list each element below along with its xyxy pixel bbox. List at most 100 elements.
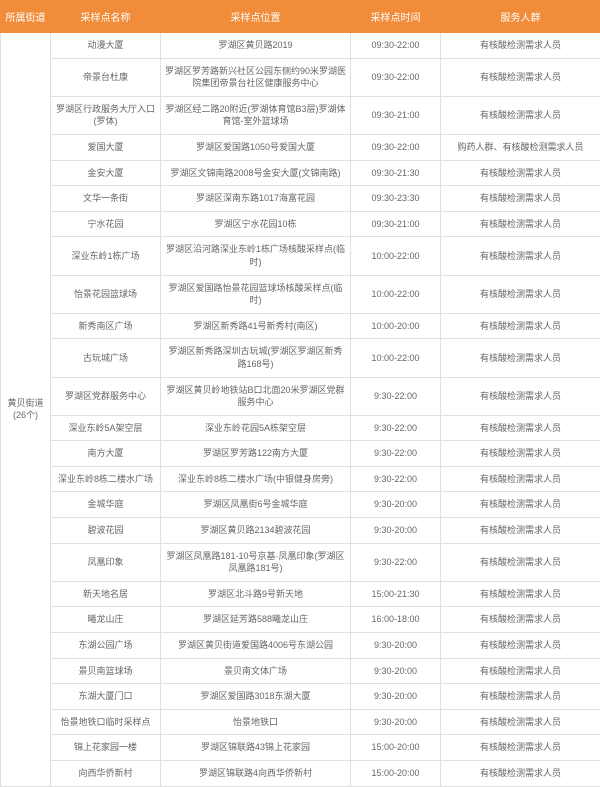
cell-time: 9:30-20:00 <box>351 492 441 518</box>
table-row: 景贝南篮球场景贝南文体广场9:30-20:00有核酸检测需求人员 <box>1 658 600 684</box>
cell-time: 09:30-21:30 <box>351 160 441 186</box>
cell-service: 有核酸检测需求人员 <box>441 415 600 441</box>
cell-location: 罗湖区凤凰路181-10号京基·凤凰印象(罗湖区凤凰路181号) <box>161 543 351 581</box>
table-row: 深业东岭1栋广场罗湖区沿河路深业东岭1栋广场核酸采样点(临时)10:00-22:… <box>1 237 600 275</box>
cell-name: 罗湖区党群服务中心 <box>51 377 161 415</box>
cell-location: 罗湖区经二路20附近(罗湖体育馆B3层)罗湖体育馆-室外篮球场 <box>161 96 351 134</box>
cell-location: 罗湖区延芳路588曦龙山庄 <box>161 607 351 633</box>
cell-name: 新秀南区广场 <box>51 313 161 339</box>
cell-name: 金安大厦 <box>51 160 161 186</box>
sampling-points-table: 所属街道 采样点名称 采样点位置 采样点时间 服务人群 黄贝街道(26个)动漫大… <box>0 0 600 787</box>
cell-name: 东湖大厦门口 <box>51 684 161 710</box>
header-street: 所属街道 <box>1 1 51 33</box>
cell-location: 罗湖区沿河路深业东岭1栋广场核酸采样点(临时) <box>161 237 351 275</box>
cell-time: 15:00-21:30 <box>351 581 441 607</box>
cell-name: 爱国大厦 <box>51 134 161 160</box>
cell-name: 金城华庭 <box>51 492 161 518</box>
cell-location: 罗湖区罗芳路新兴社区公园东侧约90米罗湖医院集团帝景台社区健康服务中心 <box>161 58 351 96</box>
table-row: 碧波花园罗湖区黄贝路2134碧波花园9:30-20:00有核酸检测需求人员 <box>1 518 600 544</box>
cell-service: 有核酸检测需求人员 <box>441 186 600 212</box>
cell-service: 有核酸检测需求人员 <box>441 735 600 761</box>
cell-service: 有核酸检测需求人员 <box>441 709 600 735</box>
cell-name: 深业东岭8栋二楼水广场 <box>51 466 161 492</box>
table-row: 怡景花园篮球场罗湖区爱国路怡景花园篮球场核酸采样点(临时)10:00-22:00… <box>1 275 600 313</box>
cell-service: 有核酸检测需求人员 <box>441 339 600 377</box>
table-row: 爱国大厦罗湖区爱国路1050号爱国大厦09:30-22:00购药人群、有核酸检测… <box>1 134 600 160</box>
cell-service: 有核酸检测需求人员 <box>441 441 600 467</box>
cell-time: 10:00-22:00 <box>351 339 441 377</box>
cell-name: 新天地名居 <box>51 581 161 607</box>
cell-location: 景贝南文体广场 <box>161 658 351 684</box>
cell-service: 有核酸检测需求人员 <box>441 761 600 787</box>
table-header-row: 所属街道 采样点名称 采样点位置 采样点时间 服务人群 <box>1 1 600 33</box>
cell-time: 9:30-20:00 <box>351 658 441 684</box>
cell-name: 深业东岭5A架空层 <box>51 415 161 441</box>
table-body: 黄贝街道(26个)动漫大厦罗湖区黄贝路201909:30-22:00有核酸检测需… <box>1 33 600 787</box>
cell-service: 购药人群、有核酸检测需求人员 <box>441 134 600 160</box>
cell-name: 东湖公园广场 <box>51 633 161 659</box>
cell-time: 9:30-20:00 <box>351 709 441 735</box>
cell-name: 古玩城广场 <box>51 339 161 377</box>
table-row: 金城华庭罗湖区凤凰街6号金城华庭9:30-20:00有核酸检测需求人员 <box>1 492 600 518</box>
cell-service: 有核酸检测需求人员 <box>441 96 600 134</box>
cell-time: 10:00-22:00 <box>351 275 441 313</box>
cell-service: 有核酸检测需求人员 <box>441 33 600 59</box>
cell-time: 09:30-21:00 <box>351 96 441 134</box>
cell-service: 有核酸检测需求人员 <box>441 275 600 313</box>
street-cell: 黄贝街道(26个) <box>1 33 51 787</box>
cell-location: 罗湖区黄贝岭地铁站B口北面20米罗湖区党群服务中心 <box>161 377 351 415</box>
table-row: 东湖公园广场罗湖区黄贝街道爱国路4006号东湖公园9:30-20:00有核酸检测… <box>1 633 600 659</box>
cell-service: 有核酸检测需求人员 <box>441 581 600 607</box>
cell-location: 罗湖区罗芳路122南方大厦 <box>161 441 351 467</box>
cell-service: 有核酸检测需求人员 <box>441 160 600 186</box>
table-row: 古玩城广场罗湖区新秀路深圳古玩城(罗湖区罗湖区新秀路168号)10:00-22:… <box>1 339 600 377</box>
cell-time: 15:00-20:00 <box>351 761 441 787</box>
table-row: 帝景台杜康罗湖区罗芳路新兴社区公园东侧约90米罗湖医院集团帝景台社区健康服务中心… <box>1 58 600 96</box>
cell-location: 罗湖区黄贝路2134碧波花园 <box>161 518 351 544</box>
cell-location: 罗湖区文锦南路2008号金安大厦(文锦南路) <box>161 160 351 186</box>
cell-time: 9:30-22:00 <box>351 377 441 415</box>
table-row: 新天地名居罗湖区北斗路9号新天地15:00-21:30有核酸检测需求人员 <box>1 581 600 607</box>
cell-name: 锦上花家园一楼 <box>51 735 161 761</box>
table-row: 东湖大厦门口罗湖区爱国路3018东湖大厦9:30-20:00有核酸检测需求人员 <box>1 684 600 710</box>
table-row: 金安大厦罗湖区文锦南路2008号金安大厦(文锦南路)09:30-21:30有核酸… <box>1 160 600 186</box>
cell-name: 文华一条街 <box>51 186 161 212</box>
cell-name: 曦龙山庄 <box>51 607 161 633</box>
cell-name: 动漫大厦 <box>51 33 161 59</box>
cell-time: 9:30-22:00 <box>351 415 441 441</box>
cell-service: 有核酸检测需求人员 <box>441 543 600 581</box>
cell-location: 罗湖区黄贝路2019 <box>161 33 351 59</box>
cell-service: 有核酸检测需求人员 <box>441 658 600 684</box>
cell-time: 09:30-22:00 <box>351 134 441 160</box>
cell-location: 罗湖区爱国路怡景花园篮球场核酸采样点(临时) <box>161 275 351 313</box>
cell-time: 09:30-22:00 <box>351 33 441 59</box>
cell-name: 南方大厦 <box>51 441 161 467</box>
cell-time: 09:30-21:00 <box>351 211 441 237</box>
header-name: 采样点名称 <box>51 1 161 33</box>
cell-location: 罗湖区爱国路1050号爱国大厦 <box>161 134 351 160</box>
cell-time: 9:30-20:00 <box>351 633 441 659</box>
cell-location: 怡景地铁口 <box>161 709 351 735</box>
cell-time: 09:30-22:00 <box>351 58 441 96</box>
cell-location: 罗湖区新秀路41号新秀村(南区) <box>161 313 351 339</box>
cell-time: 9:30-22:00 <box>351 441 441 467</box>
table-row: 深业东岭5A架空层深业东岭花园5A栋架空层9:30-22:00有核酸检测需求人员 <box>1 415 600 441</box>
cell-service: 有核酸检测需求人员 <box>441 684 600 710</box>
cell-name: 帝景台杜康 <box>51 58 161 96</box>
cell-name: 凤凰印象 <box>51 543 161 581</box>
header-service: 服务人群 <box>441 1 600 33</box>
cell-location: 罗湖区锦联路4向西华侨新村 <box>161 761 351 787</box>
table-row: 深业东岭8栋二楼水广场深业东岭8栋二楼水广场(中银健身房旁)9:30-22:00… <box>1 466 600 492</box>
cell-time: 16:00-18:00 <box>351 607 441 633</box>
cell-name: 景贝南篮球场 <box>51 658 161 684</box>
cell-name: 向西华侨新村 <box>51 761 161 787</box>
cell-location: 罗湖区北斗路9号新天地 <box>161 581 351 607</box>
cell-location: 罗湖区新秀路深圳古玩城(罗湖区罗湖区新秀路168号) <box>161 339 351 377</box>
cell-service: 有核酸检测需求人员 <box>441 58 600 96</box>
cell-location: 罗湖区爱国路3018东湖大厦 <box>161 684 351 710</box>
cell-time: 10:00-20:00 <box>351 313 441 339</box>
header-time: 采样点时间 <box>351 1 441 33</box>
table-row: 新秀南区广场罗湖区新秀路41号新秀村(南区)10:00-20:00有核酸检测需求… <box>1 313 600 339</box>
cell-time: 9:30-20:00 <box>351 684 441 710</box>
cell-name: 碧波花园 <box>51 518 161 544</box>
